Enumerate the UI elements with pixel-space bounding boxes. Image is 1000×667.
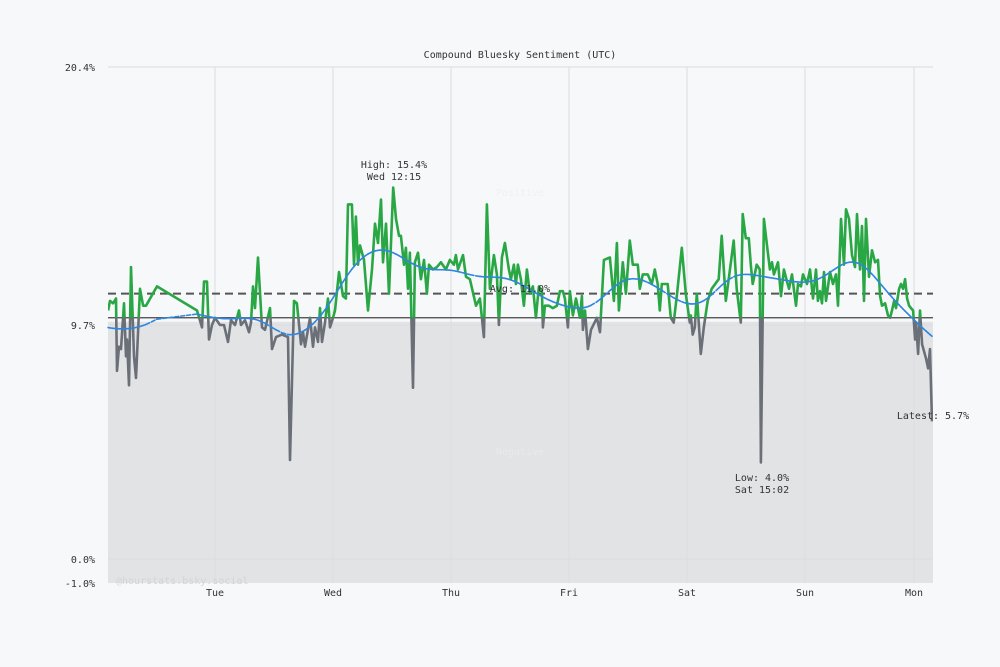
trend-segment <box>156 313 198 320</box>
x-axis: Tue Wed Thu Fri Sat Sun Mon <box>206 588 923 599</box>
trend-segment <box>469 273 477 277</box>
trend-segment <box>727 275 735 281</box>
trend-segment <box>599 295 605 301</box>
watermark: @hourstats.bsky.social <box>116 576 248 587</box>
trend-segment <box>281 331 289 336</box>
avg-annotation: Avg: 11.0% <box>490 284 550 295</box>
trend-segment <box>609 286 615 292</box>
high-annotation-line1: High: 15.4% <box>361 160 427 171</box>
y-axis: 20.4% 9.7% 0.0% -1.0% <box>65 63 95 590</box>
trend-segment <box>641 279 649 284</box>
y-tick-label: -1.0% <box>65 579 95 590</box>
y-tick-label: 0.0% <box>71 555 95 566</box>
trend-segment <box>329 297 334 304</box>
low-annotation-line2: Sat 15:02 <box>735 485 789 496</box>
x-tick-label: Wed <box>324 588 342 599</box>
latest-annotation: Latest: 5.7% <box>897 411 969 422</box>
y-tick-label: 20.4% <box>65 63 95 74</box>
x-tick-label: Mon <box>905 588 923 599</box>
trend-segment <box>334 287 340 296</box>
trend-segment <box>214 316 221 320</box>
trend-segment <box>590 300 598 307</box>
trend-segment <box>196 313 203 317</box>
trend-segment <box>145 318 158 326</box>
series-line-above-baseline <box>108 186 922 318</box>
trend-segment <box>338 281 344 290</box>
trend-segment <box>347 268 353 276</box>
x-tick-label: Tue <box>206 588 224 599</box>
y-tick-label: 9.7% <box>71 321 95 332</box>
trend-segment <box>324 304 329 311</box>
trend-segment <box>710 287 720 296</box>
trend-segment <box>304 325 311 331</box>
trend <box>107 249 933 338</box>
zone-label-positive: Positive <box>496 188 544 199</box>
trend-segment <box>660 289 669 296</box>
trend-segment <box>342 276 347 283</box>
trend-segment <box>675 298 683 303</box>
series-line-below-baseline <box>114 317 933 464</box>
trend-segment <box>264 322 271 327</box>
trend-segment <box>706 293 713 299</box>
trend-segment <box>603 289 611 297</box>
series <box>108 186 933 464</box>
zone-label-negative: Negative <box>496 447 544 458</box>
x-tick-label: Thu <box>442 588 460 599</box>
trend-segment <box>929 333 933 338</box>
x-tick-label: Fri <box>560 588 578 599</box>
trend-segment <box>321 309 326 315</box>
trend-segment <box>720 280 727 286</box>
x-tick-label: Sat <box>678 588 696 599</box>
high-annotation-line2: Wed 12:15 <box>367 172 421 183</box>
trend-segment <box>457 270 464 274</box>
trend-segment <box>359 255 365 261</box>
low-annotation-line1: Low: 4.0% <box>735 473 789 484</box>
trend-segment <box>275 328 283 334</box>
negative-zone-shade <box>108 321 933 583</box>
chart-title: Compound Bluesky Sentiment (UTC) <box>424 50 617 61</box>
x-tick-label: Sun <box>796 588 814 599</box>
trend-segment <box>363 253 369 258</box>
